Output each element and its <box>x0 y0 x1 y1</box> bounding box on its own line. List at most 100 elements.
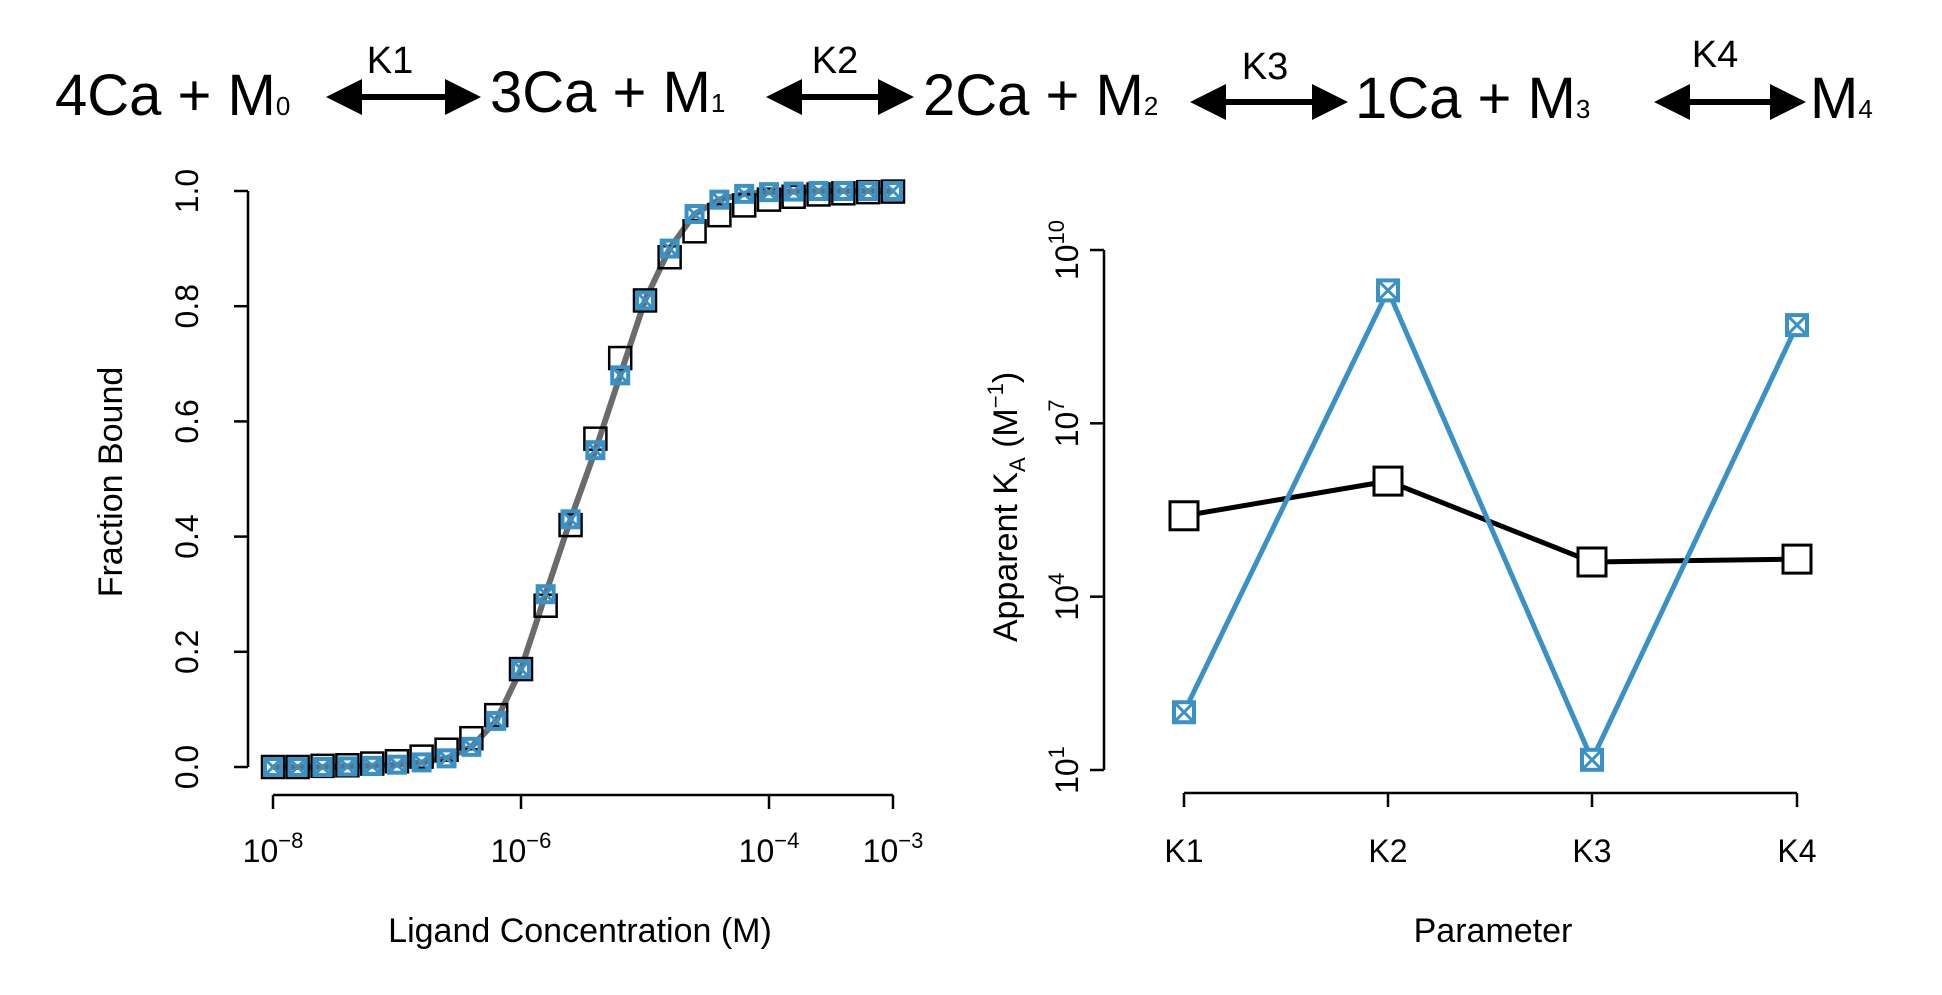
open-square-point <box>1372 465 1404 497</box>
square-x-point <box>461 736 482 757</box>
open-square-point <box>508 656 534 682</box>
y-tick-label-left: 0.8 <box>169 284 205 328</box>
square-x-cross <box>660 239 679 258</box>
square-x-point <box>411 752 432 773</box>
species-0: 4Ca + M0 <box>55 63 290 128</box>
binding-curve-chart: 10−8 10−6 10−4 10−3 0.0 0.2 0.4 0.6 0.8 1.0 Ligan… <box>92 169 923 950</box>
square-x-cross <box>288 757 307 777</box>
square-x-point <box>833 181 854 201</box>
open-square-point <box>483 702 509 728</box>
open-square-point <box>1781 543 1813 575</box>
x-tick-label-right: K2 <box>1368 833 1407 869</box>
y-tick-label-right: 101 <box>1044 746 1085 794</box>
apparent-ka-chart: K1 K2 K3 K4 101 104 107 1010 Parameter Apparent… <box>983 220 1817 950</box>
square-x-point <box>759 182 779 203</box>
y-tick-label-left: 0.2 <box>169 630 205 674</box>
arrow-label-k1: K1 <box>367 40 413 82</box>
square-x-cross <box>685 204 704 224</box>
open-square-point <box>632 288 658 313</box>
species-2: 2Ca + M2 <box>923 63 1158 128</box>
arrow-label-k2: K2 <box>812 40 858 82</box>
square-x-cross <box>561 510 580 529</box>
square-x-cross <box>1785 314 1809 337</box>
square-x-cross <box>487 711 506 730</box>
square-x-cross <box>1172 701 1196 724</box>
square-x-point <box>734 183 755 204</box>
open-square-point <box>657 244 682 270</box>
square-x-point <box>337 756 358 777</box>
square-x-point <box>387 754 407 775</box>
x-axis-title-right: Parameter <box>1414 912 1573 950</box>
square-x-cross <box>635 291 655 310</box>
binding-curve-points <box>260 179 906 780</box>
square-x-point <box>709 189 730 210</box>
square-x-cross <box>1376 279 1400 302</box>
square-x-point <box>312 757 333 777</box>
square-x-point <box>684 204 705 225</box>
square-x-point <box>858 181 879 201</box>
square-x-point <box>535 584 556 605</box>
open-square-point <box>880 179 906 204</box>
open-square-point <box>707 202 732 228</box>
blue-series-line <box>1181 284 1800 766</box>
square-x-point <box>511 659 531 680</box>
y-tick-label-right: 1010 <box>1044 220 1085 280</box>
open-square-point <box>260 754 286 780</box>
square-x-point <box>560 509 581 530</box>
open-square-point <box>409 744 434 769</box>
x-tick-label-right: K3 <box>1572 833 1611 869</box>
y-tick-label-left: 0.0 <box>169 745 205 789</box>
square-x-point <box>808 181 829 201</box>
square-x-cross <box>735 184 754 203</box>
square-x-cross <box>511 660 531 679</box>
square-x-cross <box>759 183 779 202</box>
square-x-point <box>659 238 680 259</box>
y-tick-label-left: 0.4 <box>169 514 205 558</box>
open-square-point <box>434 737 459 762</box>
square-x-point <box>883 181 903 201</box>
square-x-point <box>436 748 457 769</box>
open-square-point <box>756 187 782 212</box>
square-x-cross <box>462 737 481 756</box>
square-x-point <box>263 757 283 777</box>
y-axis-title-left: Fraction Bound <box>92 367 130 598</box>
x-tick-label-left: 10−3 <box>863 828 924 869</box>
y-tick-label-left: 1.0 <box>169 169 205 213</box>
square-x-point <box>635 290 655 311</box>
open-square-point <box>1168 500 1200 532</box>
square-x-cross <box>263 757 283 777</box>
arrow-label-k4: K4 <box>1692 34 1738 76</box>
square-x-cross <box>437 749 456 768</box>
square-x-point <box>287 757 308 777</box>
open-square-point <box>558 512 583 538</box>
square-x-cross <box>387 755 407 774</box>
arrow-label-k3: K3 <box>1242 46 1288 88</box>
y-tick-label-right: 107 <box>1044 399 1085 447</box>
square-x-cross <box>338 757 357 776</box>
species-1: 3Ca + M1 <box>490 60 725 125</box>
binding-curve-axes: 10−8 10−6 10−4 10−3 0.0 0.2 0.4 0.6 0.8 1.0 <box>169 169 923 869</box>
square-x-point <box>362 755 383 776</box>
y-axis-title-right: Apparent KA (M−1) <box>983 372 1030 642</box>
x-tick-label-right: K1 <box>1164 833 1203 869</box>
species-3: 1Ca + M3 <box>1355 66 1590 131</box>
apparent-ka-lines <box>1181 284 1800 766</box>
y-tick-label-right: 104 <box>1044 573 1085 621</box>
square-x-point <box>486 710 507 731</box>
x-tick-label-left: 10−8 <box>243 828 304 869</box>
species-4: M4 <box>1810 66 1873 131</box>
x-tick-label-right: K4 <box>1777 833 1816 869</box>
x-axis-title-left: Ligand Concentration (M) <box>388 912 772 950</box>
square-x-cross <box>313 757 332 777</box>
open-square-point <box>459 725 484 751</box>
square-x-cross <box>586 441 605 460</box>
square-x-cross <box>363 756 382 775</box>
square-x-cross <box>710 190 729 209</box>
apparent-ka-points <box>1168 278 1813 772</box>
apparent-ka-axes: K1 K2 K3 K4 101 104 107 1010 <box>1044 220 1817 869</box>
square-x-point <box>783 181 804 202</box>
x-tick-label-left: 10−4 <box>739 828 800 869</box>
open-square-point <box>285 754 310 780</box>
square-x-cross <box>834 181 853 201</box>
